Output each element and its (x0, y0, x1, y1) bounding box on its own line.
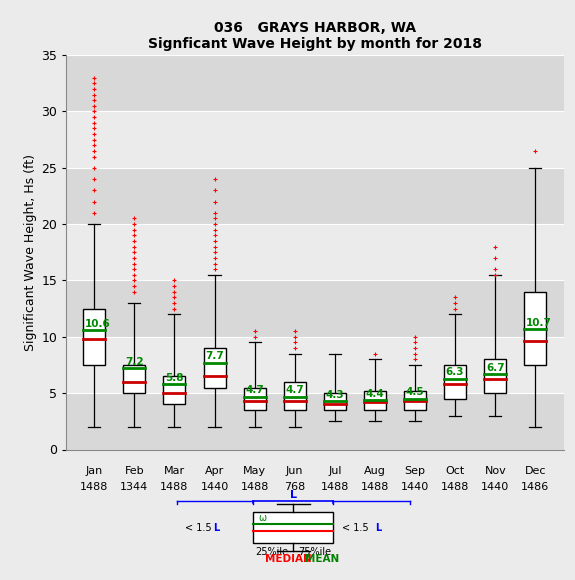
Text: L: L (290, 490, 297, 500)
Title: 036   GRAYS HARBOR, WA
Signficant Wave Height by month for 2018: 036 GRAYS HARBOR, WA Signficant Wave Hei… (148, 21, 482, 51)
Text: Nov: Nov (484, 466, 506, 476)
Text: L: L (213, 523, 220, 533)
Bar (404, 391, 426, 410)
Bar (484, 360, 507, 393)
Text: 1440: 1440 (401, 482, 429, 492)
Text: 6.3: 6.3 (446, 367, 464, 377)
Text: 75%ile: 75%ile (298, 548, 332, 557)
Text: 4.4: 4.4 (366, 389, 384, 398)
Text: 4.7: 4.7 (245, 385, 264, 395)
Text: 10.7: 10.7 (526, 318, 552, 328)
Text: Jul: Jul (328, 466, 342, 476)
Bar (283, 382, 306, 410)
Bar (244, 387, 266, 410)
Text: 4.7: 4.7 (285, 385, 304, 395)
Text: ω: ω (258, 513, 266, 523)
Text: Jan: Jan (86, 466, 103, 476)
Text: 1488: 1488 (361, 482, 389, 492)
Bar (66, 55, 564, 111)
Text: Apr: Apr (205, 466, 224, 476)
Bar (364, 391, 386, 410)
Bar (66, 281, 564, 337)
Text: Sep: Sep (405, 466, 426, 476)
Text: 1440: 1440 (201, 482, 229, 492)
Text: 768: 768 (284, 482, 305, 492)
Text: Jun: Jun (286, 466, 304, 476)
Text: May: May (243, 466, 266, 476)
Text: 1488: 1488 (160, 482, 189, 492)
Text: 1488: 1488 (240, 482, 269, 492)
Bar (123, 365, 145, 393)
Text: MEDIAN: MEDIAN (265, 553, 312, 564)
Text: 6.7: 6.7 (486, 362, 504, 372)
Text: L: L (375, 523, 381, 533)
Bar (163, 376, 186, 404)
Text: 25%ile: 25%ile (255, 548, 288, 557)
Text: Feb: Feb (125, 466, 144, 476)
Bar (66, 168, 564, 224)
Text: 1344: 1344 (120, 482, 148, 492)
Text: 7.2: 7.2 (125, 357, 144, 367)
Text: 1488: 1488 (80, 482, 109, 492)
Text: 1486: 1486 (522, 482, 550, 492)
Text: 4.3: 4.3 (325, 390, 344, 400)
Y-axis label: Significant Wave Height, Hs (ft): Significant Wave Height, Hs (ft) (24, 154, 37, 351)
Text: 1488: 1488 (441, 482, 469, 492)
Text: MEAN: MEAN (305, 553, 339, 564)
Text: Mar: Mar (164, 466, 185, 476)
Bar (83, 309, 105, 365)
Text: Dec: Dec (524, 466, 546, 476)
Text: Oct: Oct (446, 466, 465, 476)
Text: 7.7: 7.7 (205, 351, 224, 361)
Bar (66, 393, 564, 450)
Text: 1440: 1440 (481, 482, 509, 492)
Text: < 1.5: < 1.5 (342, 523, 368, 533)
Text: 10.6: 10.6 (85, 318, 110, 329)
Bar (204, 348, 225, 387)
Text: 4.5: 4.5 (406, 387, 424, 397)
Bar (324, 393, 346, 410)
Text: Aug: Aug (364, 466, 386, 476)
Bar (253, 513, 334, 543)
Bar (524, 292, 546, 365)
Text: < 1.5: < 1.5 (185, 523, 212, 533)
Bar (444, 365, 466, 399)
Text: 1488: 1488 (321, 482, 349, 492)
Text: 5.8: 5.8 (165, 373, 183, 383)
